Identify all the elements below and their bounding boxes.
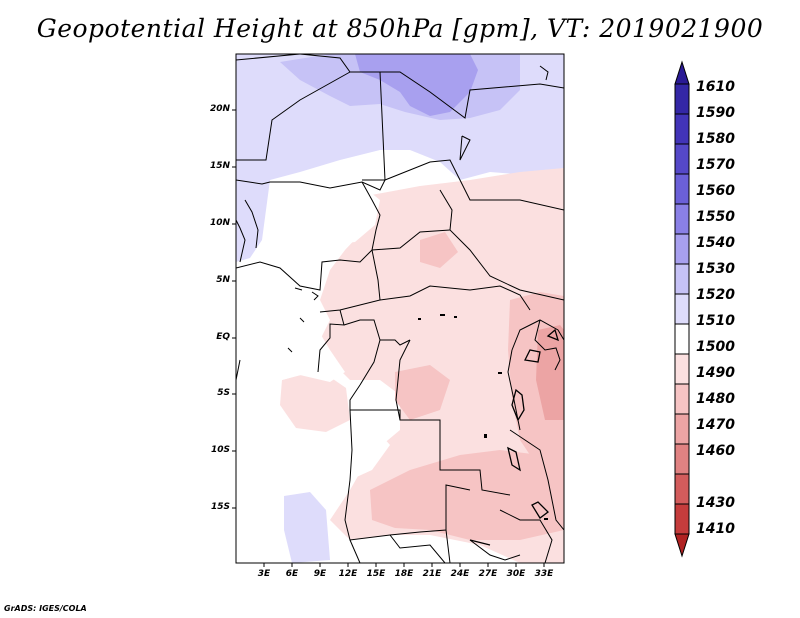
y-label-10s: 10S xyxy=(210,445,230,455)
contour-1490-north xyxy=(420,232,458,268)
colorbar-label-1480: 1480 xyxy=(696,391,735,407)
y-label-15n: 15N xyxy=(209,161,230,171)
contour-1520-southwest xyxy=(284,492,330,563)
y-label-5n: 5N xyxy=(216,275,230,285)
height-field xyxy=(236,54,564,563)
colorbar-segment xyxy=(674,143,690,175)
y-label-eq: EQ xyxy=(216,332,230,342)
axis-ticks xyxy=(232,109,545,567)
colorbar-label-1530: 1530 xyxy=(696,261,735,277)
colorbar-label-1520: 1520 xyxy=(696,287,735,303)
small-features xyxy=(418,314,548,520)
contour-1510-congo xyxy=(330,420,390,480)
colorbar xyxy=(674,60,690,558)
colorbar-label-1500: 1500 xyxy=(696,339,735,355)
x-label-30e: 30E xyxy=(506,569,526,579)
y-label-10n: 10N xyxy=(209,218,230,228)
colorbar-segment xyxy=(674,353,690,385)
colorbar-label-1460: 1460 xyxy=(696,443,735,459)
lakes xyxy=(469,328,560,546)
x-label-27e: 27E xyxy=(478,569,498,579)
colorbar-segment xyxy=(674,503,690,535)
colorbar-label-1610: 1610 xyxy=(696,79,735,95)
colorbar-label-1570: 1570 xyxy=(696,157,735,173)
boundaries xyxy=(236,54,564,563)
colorbar-segment xyxy=(674,113,690,145)
colorbar-label-1430: 1430 xyxy=(696,495,735,511)
colorbar-label-1550: 1550 xyxy=(696,209,735,225)
colorbar-label-1490: 1490 xyxy=(696,365,735,381)
colorbar-label-1580: 1580 xyxy=(696,131,735,147)
colorbar-label-1540: 1540 xyxy=(696,235,735,251)
contour-1510-sahara xyxy=(282,184,380,246)
x-label-6e: 6E xyxy=(285,569,299,579)
contour-1500-west xyxy=(280,370,350,432)
contour-1490-central xyxy=(395,365,450,420)
y-label-20n: 20N xyxy=(209,104,230,114)
colorbar-segment xyxy=(674,203,690,235)
x-label-24e: 24E xyxy=(450,569,470,579)
map-frame xyxy=(235,53,565,564)
colorbar-label-1560: 1560 xyxy=(696,183,735,199)
colorbar-segment xyxy=(674,383,690,415)
grads-credit: GrADS: IGES/COLA xyxy=(4,604,87,613)
contour-1480-east xyxy=(536,325,564,420)
colorbar-segment xyxy=(674,233,690,265)
colorbar-segment xyxy=(674,413,690,445)
colorbar-segment xyxy=(674,473,690,505)
colorbar-segment xyxy=(674,263,690,295)
x-label-9e: 9E xyxy=(313,569,327,579)
colorbar-segment xyxy=(674,293,690,325)
colorbar-label-1510: 1510 xyxy=(696,313,735,329)
colorbar-label-1590: 1590 xyxy=(696,105,735,121)
colorbar-label-1470: 1470 xyxy=(696,417,735,433)
x-label-21e: 21E xyxy=(422,569,442,579)
coastline-details xyxy=(236,65,549,353)
chart-title: Geopotential Height at 850hPa [gpm], VT:… xyxy=(36,14,764,43)
x-label-12e: 12E xyxy=(338,569,358,579)
x-label-33e: 33E xyxy=(534,569,554,579)
colorbar-segment xyxy=(674,173,690,205)
contour-1540-core xyxy=(355,54,478,116)
colorbar-top-triangle xyxy=(674,60,690,85)
y-label-15s: 15S xyxy=(210,502,230,512)
colorbar-label-1410: 1410 xyxy=(696,521,735,537)
colorbar-segment xyxy=(674,83,690,115)
colorbar-segment xyxy=(674,323,690,355)
colorbar-segment xyxy=(674,443,690,475)
x-label-15e: 15E xyxy=(366,569,386,579)
x-label-3e: 3E xyxy=(257,569,271,579)
contour-1510-gulf xyxy=(236,258,345,382)
y-label-5s: 5S xyxy=(217,388,230,398)
x-label-18e: 18E xyxy=(394,569,414,579)
colorbar-bottom-triangle xyxy=(674,533,690,558)
